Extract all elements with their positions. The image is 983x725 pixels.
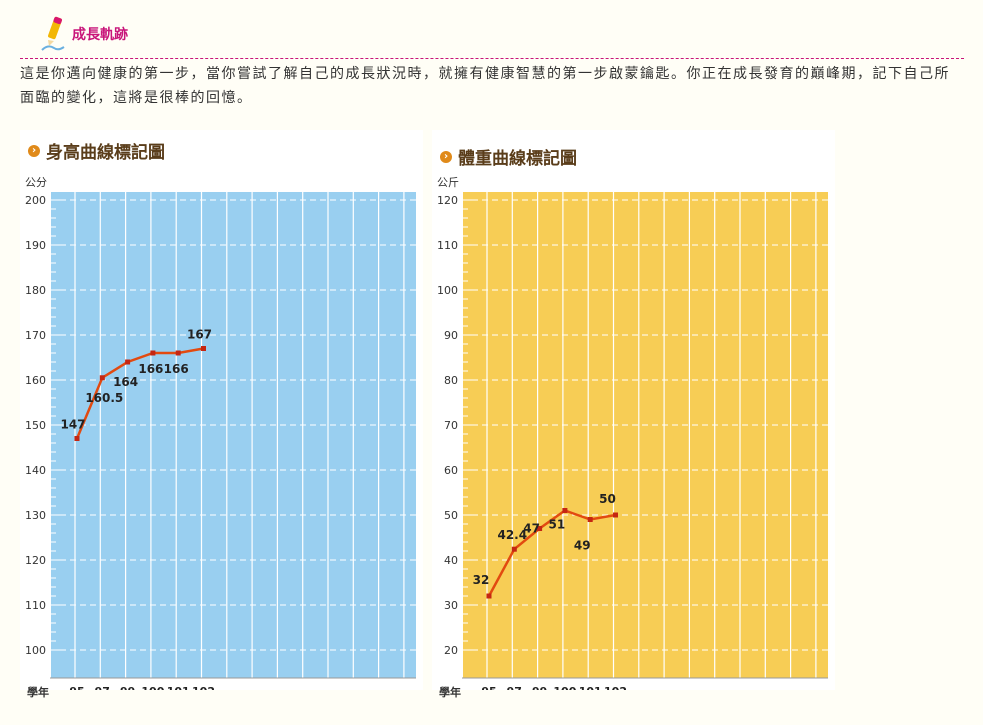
weight-chart-title-text: 體重曲線標記圖 (458, 149, 577, 169)
weight-unit-label: 公斤 (437, 176, 459, 189)
weight-chart-panel: › 體重曲線標記圖 公斤 20 30 40 50 60 70 80 90 100 110 120 95… (432, 130, 835, 699)
y-tick-label: 30 (444, 599, 458, 612)
data-point (562, 508, 568, 513)
x-tick-label: 95 (69, 685, 84, 690)
y-tick-label: 170 (25, 329, 46, 342)
data-point (125, 359, 131, 365)
plot-area (50, 192, 416, 678)
height-chart-panel: › 身高曲線標記圖 公分 100 110 120 130 140 150 160 170 180… (20, 130, 423, 699)
series-line (487, 509, 616, 597)
height-chart: 100 110 120 130 140 150 160 170 180 190 200 95 97 99 1… (25, 192, 416, 690)
data-label: 42.4 (497, 528, 527, 542)
y-tick-label: 200 (25, 194, 46, 207)
weight-chart: 2030405060708090100110120959799100101102… (437, 192, 828, 690)
data-label: 51 (549, 518, 566, 532)
data-point (537, 526, 543, 531)
x-tick-label: 101 (579, 685, 602, 690)
height-unit-label: 公分 (25, 176, 47, 189)
x-tick-label: 102 (604, 685, 627, 690)
x-tick-label: 101 (167, 685, 190, 690)
y-tick-label: 150 (25, 419, 46, 432)
data-label: 47 (523, 522, 540, 536)
data-label: 166 (138, 362, 163, 376)
data-label: 160.5 (85, 391, 123, 405)
data-label: 50 (599, 492, 616, 506)
page-header: 成長軌跡 (38, 14, 128, 54)
data-point (175, 350, 181, 356)
y-tick-label: 20 (444, 644, 458, 657)
data-point (74, 436, 80, 441)
data-point (613, 512, 618, 518)
x-tick-label: 100 (141, 685, 164, 690)
x-tick-label: 99 (532, 685, 547, 690)
data-point (587, 517, 593, 522)
y-tick-label: 90 (444, 329, 458, 342)
data-label: 49 (574, 539, 591, 553)
data-label: 32 (473, 573, 490, 587)
y-tick-label: 180 (25, 284, 46, 297)
data-label: 166 (164, 362, 189, 376)
data-point (511, 546, 517, 552)
y-tick-label: 160 (25, 374, 46, 387)
x-tick-label: 97 (95, 685, 110, 690)
y-tick-label: 190 (25, 239, 46, 252)
data-label: 164 (113, 375, 138, 389)
bullet-icon: › (28, 144, 40, 157)
x-tick-label: 95 (481, 685, 496, 690)
weight-chart-title: › 體重曲線標記圖 (440, 144, 577, 169)
y-tick-label: 120 (25, 554, 46, 567)
x-tick-label: 102 (192, 685, 215, 690)
weight-year-label: 學年 (439, 686, 461, 699)
title-divider (20, 58, 964, 59)
y-tick-label: 120 (437, 194, 458, 207)
y-tick-label: 100 (437, 284, 458, 297)
y-tick-label: 110 (437, 239, 458, 252)
y-tick-label: 140 (25, 464, 46, 477)
y-tick-label: 100 (25, 644, 46, 657)
y-tick-label: 40 (444, 554, 458, 567)
height-year-label: 學年 (27, 686, 49, 699)
data-point (486, 593, 492, 599)
data-point (99, 375, 105, 381)
page-title: 成長軌跡 (72, 27, 128, 43)
plot-area (462, 192, 828, 678)
y-tick-label: 130 (25, 509, 46, 522)
data-label: 147 (60, 418, 85, 432)
y-tick-label: 60 (444, 464, 458, 477)
series-line (75, 347, 204, 439)
bullet-icon: › (440, 150, 452, 163)
x-tick-label: 97 (507, 685, 522, 690)
data-point (150, 350, 156, 356)
x-tick-label: 100 (553, 685, 576, 690)
y-tick-label: 70 (444, 419, 458, 432)
height-chart-title: › 身高曲線標記圖 (28, 138, 165, 163)
data-label: 167 (187, 328, 212, 342)
x-tick-label: 99 (120, 685, 135, 690)
intro-text: 這是你邁向健康的第一步，當你嘗試了解自己的成長狀況時，就擁有健康智慧的第一步啟蒙… (20, 66, 950, 106)
pencil-icon (38, 14, 68, 54)
y-tick-label: 50 (444, 509, 458, 522)
height-chart-title-text: 身高曲線標記圖 (46, 143, 165, 163)
y-tick-label: 110 (25, 599, 46, 612)
data-point (201, 346, 206, 351)
y-tick-label: 80 (444, 374, 458, 387)
